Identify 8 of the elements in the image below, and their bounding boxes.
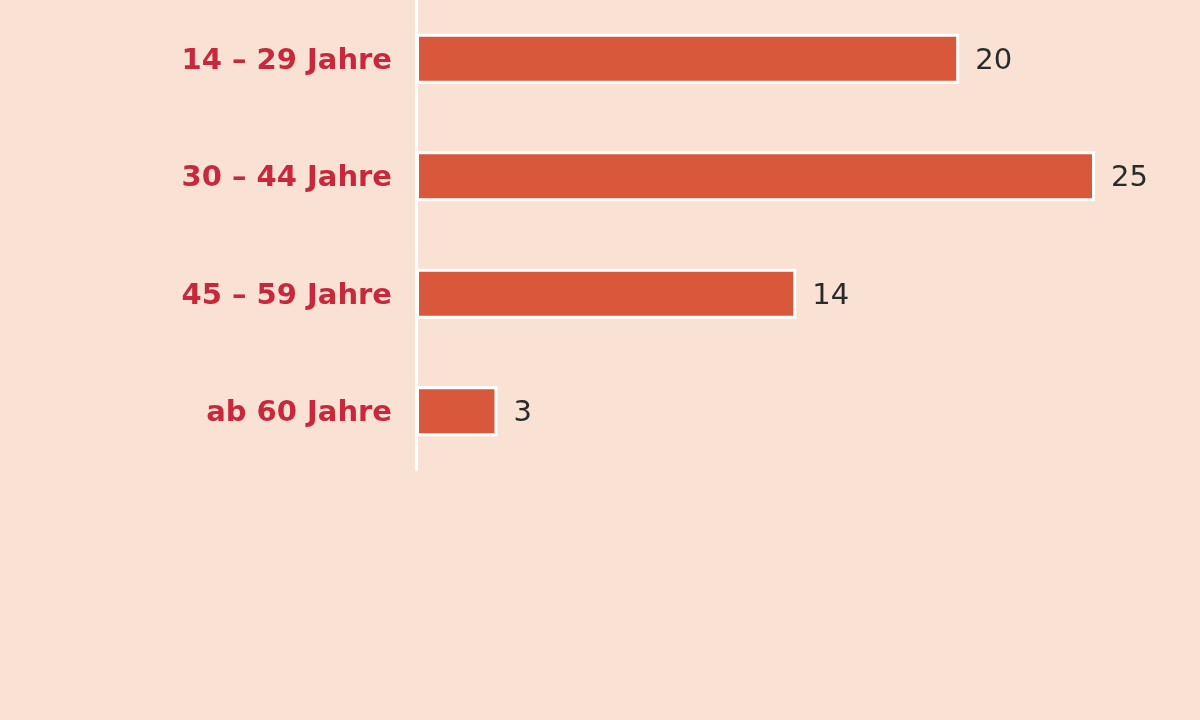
data-label: 3 [513,394,532,429]
data-label: 25 [1111,159,1148,194]
y-tick-label: 30 – 44 Jahre [181,159,392,194]
y-tick-label: 14 – 29 Jahre [181,41,392,76]
y-tick-label: ab 60 Jahre [206,394,392,429]
data-label: 20 [975,41,1013,76]
data-label: 14 [812,276,850,311]
y-tick-label: 45 – 59 Jahre [181,276,392,311]
